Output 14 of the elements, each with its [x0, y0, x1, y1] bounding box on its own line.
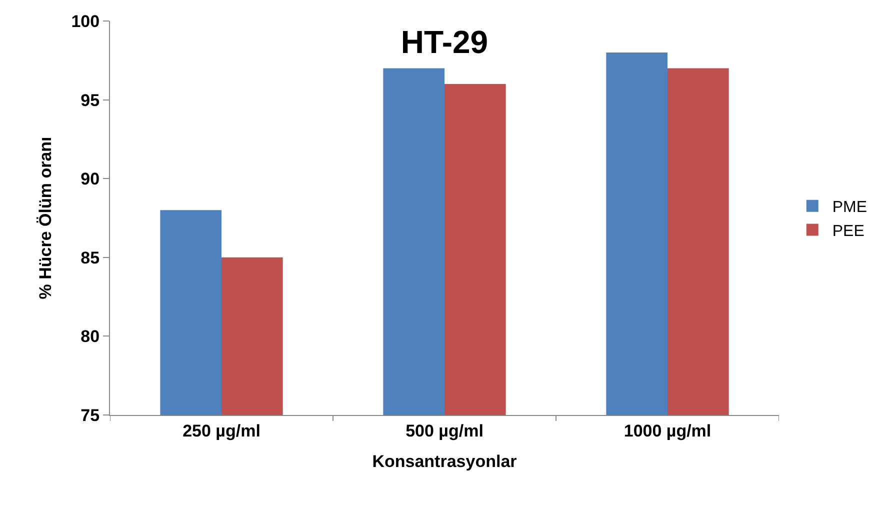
legend-label: PEE: [832, 222, 864, 240]
chart-title: HT-29: [400, 24, 488, 60]
x-tick-label: 500 µg/ml: [406, 421, 484, 440]
y-tick-label: 95: [80, 90, 100, 110]
y-tick-label: 100: [71, 12, 100, 31]
y-tick-label: 85: [80, 248, 100, 268]
legend-label: PME: [832, 199, 868, 216]
y-tick-label: 75: [80, 406, 100, 425]
x-tick-label: 250 µg/ml: [182, 421, 260, 440]
y-axis-title: % Hücre Ölüm oranı: [36, 136, 55, 300]
x-tick-label: 1000 µg/ml: [624, 421, 712, 440]
y-tick-label: 80: [80, 327, 100, 346]
y-tick-label: 90: [80, 170, 100, 189]
x-axis-title: Konsantrasyonlar: [372, 452, 518, 471]
